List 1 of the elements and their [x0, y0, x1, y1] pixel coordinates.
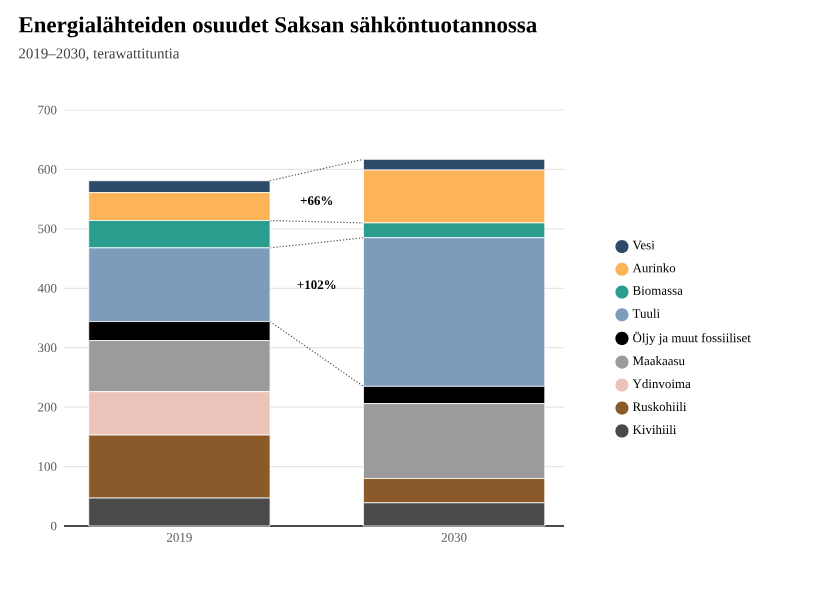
chart-title: Energialähteiden osuudet Saksan sähköntuotannossa — [18, 16, 537, 38]
